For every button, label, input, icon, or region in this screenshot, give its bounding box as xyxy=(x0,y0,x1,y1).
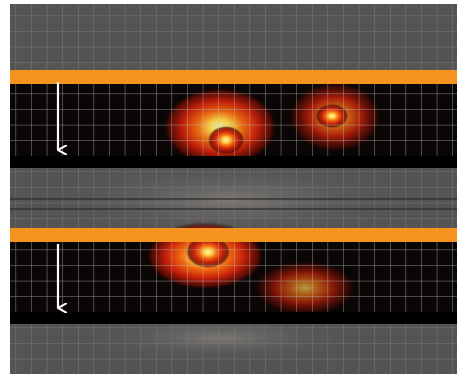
panel-grid xyxy=(10,242,457,312)
orange-bar xyxy=(10,70,457,84)
black-band xyxy=(10,156,457,168)
bottom-panel xyxy=(10,222,457,324)
panel-grid xyxy=(10,84,457,156)
top-panel xyxy=(10,70,457,168)
haze-middle xyxy=(40,160,420,240)
haze-bottom xyxy=(80,314,360,362)
black-band xyxy=(10,312,457,324)
orange-bar xyxy=(10,228,457,242)
